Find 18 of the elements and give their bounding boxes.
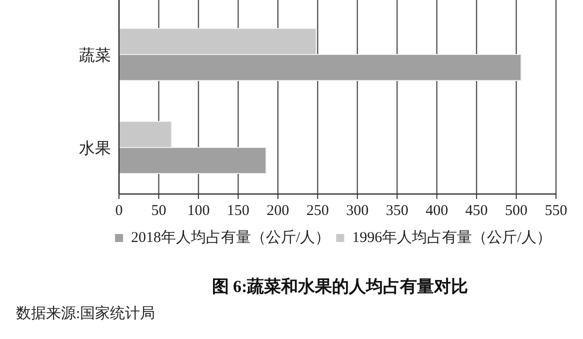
x-tick-label: 350 xyxy=(386,203,408,219)
y-tick-label: 蔬菜 xyxy=(79,46,111,64)
x-tick-label: 150 xyxy=(226,203,250,219)
x-tick-label: 100 xyxy=(187,203,210,219)
x-tick-label: 450 xyxy=(465,203,488,219)
source-note: 数据来源:国家统计局 xyxy=(16,305,156,322)
x-tick-label: 50 xyxy=(151,203,166,219)
x-tick-label: 0 xyxy=(115,203,123,219)
x-tick-label: 400 xyxy=(426,203,448,219)
legend-label: 2018年人均占有量（公斤/人） xyxy=(131,229,330,246)
y-tick-label: 水果 xyxy=(79,140,111,158)
legend-label: 1996年人均占有量（公斤/人） xyxy=(352,229,552,246)
text: 图 6:蔬菜和水果的人均占有量对比 xyxy=(212,277,468,296)
x-tick-label: 200 xyxy=(266,203,290,219)
x-tick-label: 500 xyxy=(505,203,528,219)
x-tick-label: 550 xyxy=(544,203,568,219)
x-tick-label: 300 xyxy=(346,203,369,219)
x-tick-label: 250 xyxy=(306,203,329,219)
